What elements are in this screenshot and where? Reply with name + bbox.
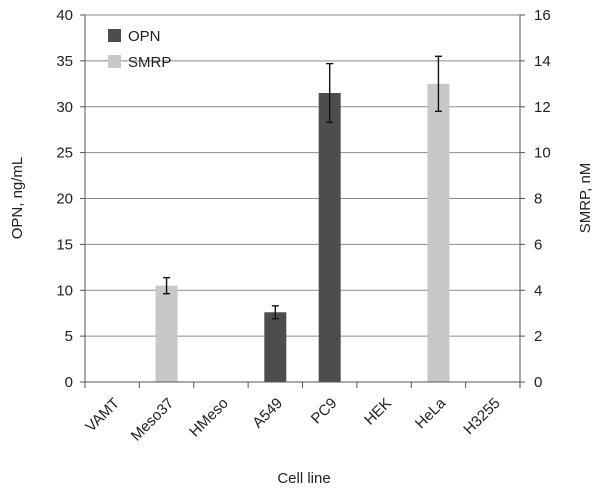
legend-swatch-opn bbox=[108, 29, 121, 42]
y2-tick-label: 16 bbox=[534, 7, 551, 24]
legend-label-opn: OPN bbox=[128, 28, 161, 45]
x-tick-label: HeLa bbox=[412, 394, 450, 432]
y2-axis-title: SMRP, nM bbox=[577, 163, 594, 234]
y2-tick-label: 10 bbox=[534, 145, 551, 162]
y-tick-label: 40 bbox=[56, 7, 73, 24]
left-axis-ticks: 0 5 10 15 20 25 30 35 40 bbox=[56, 7, 85, 391]
y2-tick-label: 8 bbox=[534, 191, 542, 208]
bar-smrp bbox=[427, 83, 450, 382]
y2-tick-label: 12 bbox=[534, 99, 551, 116]
y-tick-label: 10 bbox=[56, 282, 73, 299]
legend-label-smrp: SMRP bbox=[128, 54, 171, 71]
x-tick-label: A549 bbox=[249, 395, 286, 432]
y2-tick-label: 4 bbox=[534, 282, 542, 299]
legend-swatch-smrp bbox=[108, 55, 121, 68]
bar-smrp bbox=[155, 285, 178, 382]
right-axis-ticks: 0 2 4 6 8 10 12 14 16 bbox=[520, 7, 551, 391]
y-tick-label: 30 bbox=[56, 99, 73, 116]
y-tick-label: 25 bbox=[56, 145, 73, 162]
y-tick-label: 20 bbox=[56, 191, 73, 208]
legend: OPN SMRP bbox=[108, 28, 171, 71]
y-tick-label: 35 bbox=[56, 53, 73, 70]
x-axis-ticks: VAMT Meso37 HMeso A549 PC9 HEK HeLa H3255 bbox=[82, 382, 521, 445]
y-axis-title: OPN, ng/mL bbox=[9, 157, 26, 240]
y-tick-label: 15 bbox=[56, 236, 73, 253]
y-tick-label: 0 bbox=[65, 374, 73, 391]
y2-tick-label: 0 bbox=[534, 374, 542, 391]
x-tick-label: VAMT bbox=[82, 395, 123, 436]
y-tick-label: 5 bbox=[65, 328, 73, 345]
y2-tick-label: 2 bbox=[534, 328, 542, 345]
bar-opn bbox=[318, 92, 341, 383]
x-tick-label: PC9 bbox=[308, 395, 341, 428]
x-tick-label: HMeso bbox=[186, 395, 232, 441]
error-bars bbox=[163, 55, 442, 320]
x-tick-label: H3255 bbox=[460, 395, 503, 438]
x-tick-label: Meso37 bbox=[128, 395, 178, 445]
y2-tick-label: 14 bbox=[534, 53, 551, 70]
y2-tick-label: 6 bbox=[534, 236, 542, 253]
bar-opn bbox=[264, 312, 287, 382]
x-tick-label: HEK bbox=[361, 395, 395, 429]
x-axis-title: Cell line bbox=[277, 470, 330, 487]
bars bbox=[155, 83, 450, 383]
